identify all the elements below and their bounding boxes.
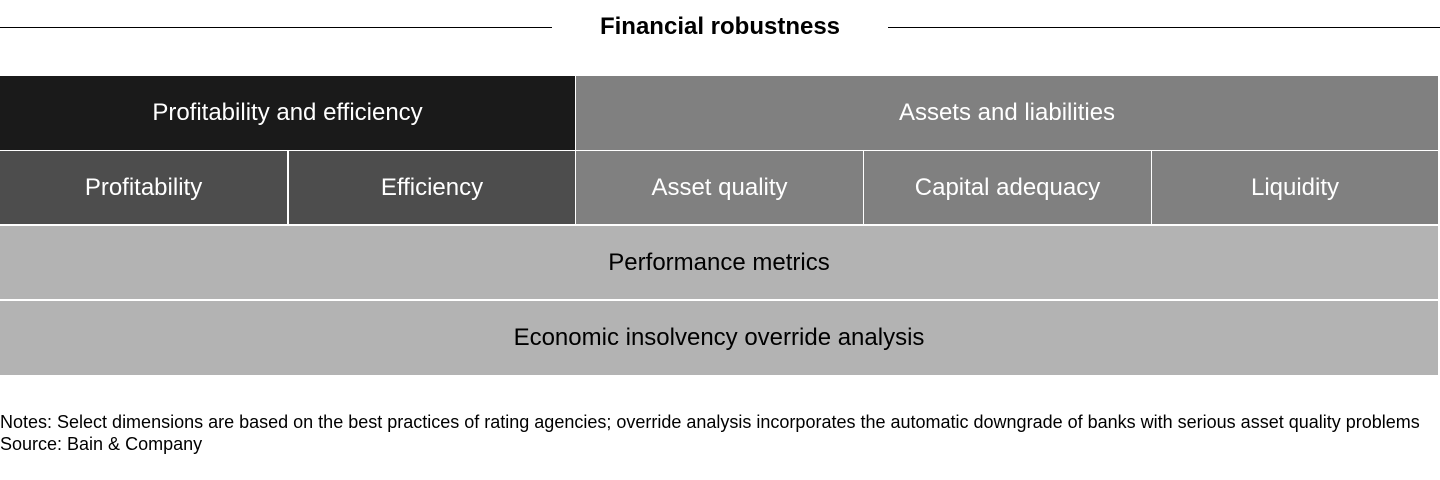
header-rule-right	[888, 27, 1440, 28]
footnotes: Notes: Select dimensions are based on th…	[0, 411, 1440, 455]
diagram-title: Financial robustness	[599, 13, 841, 40]
performance-metrics-block: Performance metrics	[0, 226, 1438, 299]
liquidity-label: Liquidity	[1250, 173, 1340, 201]
profitability-label: Profitability	[84, 173, 203, 201]
asset-quality-block: Asset quality	[576, 151, 863, 224]
efficiency-label: Efficiency	[380, 173, 484, 201]
liquidity-block: Liquidity	[1152, 151, 1438, 224]
asset-quality-label: Asset quality	[651, 173, 788, 201]
profitability-block: Profitability	[0, 151, 287, 224]
source-text: Source: Bain & Company	[0, 434, 203, 454]
profitability-and-efficiency-block: Profitability and efficiency	[0, 76, 575, 150]
assets-and-liabilities-label: Assets and liabilities	[898, 99, 1116, 126]
header: Financial robustness	[0, 0, 1440, 56]
capital-adequacy-label: Capital adequacy	[914, 173, 1101, 201]
assets-and-liabilities-block: Assets and liabilities	[576, 76, 1438, 150]
override-analysis-block: Economic insolvency override analysis	[0, 301, 1438, 375]
override-analysis-label: Economic insolvency override analysis	[513, 324, 925, 351]
profitability-and-efficiency-label: Profitability and efficiency	[152, 99, 423, 126]
notes-text: Notes: Select dimensions are based on th…	[0, 412, 1420, 432]
efficiency-block: Efficiency	[289, 151, 575, 224]
performance-metrics-label: Performance metrics	[608, 248, 830, 276]
capital-adequacy-block: Capital adequacy	[864, 151, 1151, 224]
header-rule-left	[0, 27, 552, 28]
